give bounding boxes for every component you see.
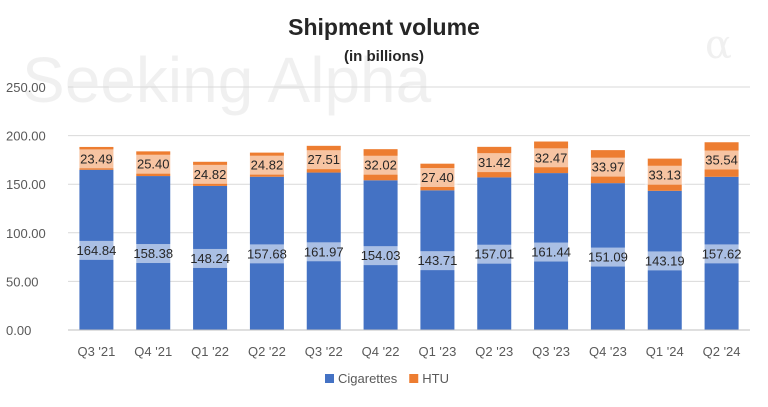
- data-label-bg: [585, 247, 630, 267]
- x-tick-label: Q3 '23: [532, 344, 570, 359]
- chart-title: Shipment volume: [288, 14, 480, 40]
- data-label-bg: [131, 244, 176, 264]
- x-tick-label: Q2 '23: [475, 344, 513, 359]
- data-label-bg: [74, 240, 119, 260]
- x-tick-label: Q3 '22: [305, 344, 343, 359]
- data-label: 143.71: [418, 253, 458, 268]
- x-tick-label: Q1 '22: [191, 344, 229, 359]
- data-label-bg: [699, 244, 744, 264]
- y-tick-label: 100.00: [6, 226, 46, 241]
- data-label: 32.47: [535, 150, 568, 165]
- data-label-bg: [415, 251, 460, 271]
- data-label-bg: [360, 155, 401, 175]
- data-label: 32.02: [364, 158, 397, 173]
- x-tick-label: Q1 '24: [646, 344, 684, 359]
- x-tick-label: Q3 '21: [77, 344, 115, 359]
- data-label-bg: [531, 148, 572, 168]
- data-label: 23.49: [80, 151, 113, 166]
- data-label-bg: [188, 248, 233, 268]
- data-label-bg: [701, 150, 742, 170]
- data-label-bg: [474, 153, 515, 173]
- data-label: 33.97: [592, 160, 625, 175]
- legend-label: Cigarettes: [338, 371, 398, 386]
- data-label-bg: [246, 155, 287, 175]
- data-label-bg: [133, 154, 174, 174]
- data-label: 33.13: [648, 168, 681, 183]
- x-tick-label: Q2 '24: [703, 344, 741, 359]
- x-tick-label: Q4 '21: [134, 344, 172, 359]
- legend: Cigarettes HTU: [325, 371, 449, 386]
- data-label-bg: [587, 157, 628, 177]
- data-label: 157.62: [702, 246, 742, 261]
- data-label-bg: [76, 149, 117, 169]
- data-label: 143.19: [645, 253, 685, 268]
- data-label: 35.54: [705, 153, 738, 168]
- data-label-bg: [303, 150, 344, 170]
- data-label: 158.38: [133, 246, 173, 261]
- data-label: 24.82: [251, 158, 284, 173]
- data-label: 27.51: [307, 152, 340, 167]
- y-tick-label: 250.00: [6, 80, 46, 95]
- data-label-bg: [190, 164, 231, 184]
- chart-subtitle: (in billions): [344, 48, 424, 65]
- y-tick-label: 200.00: [6, 129, 46, 144]
- data-label: 157.01: [474, 247, 514, 262]
- watermark-glyph: α: [705, 22, 732, 68]
- x-tick-label: Q4 '22: [362, 344, 400, 359]
- data-label-bg: [644, 165, 685, 185]
- y-tick-label: 50.00: [6, 274, 39, 289]
- data-label: 154.03: [361, 248, 401, 263]
- watermark-text: Seeking Alpha: [22, 44, 432, 116]
- x-tick-label: Q2 '22: [248, 344, 286, 359]
- x-tick-label: Q1 '23: [418, 344, 456, 359]
- data-label-bg: [301, 242, 346, 262]
- data-label-bg: [472, 244, 517, 264]
- legend-label: HTU: [422, 371, 449, 386]
- x-tick-label: Q4 '23: [589, 344, 627, 359]
- data-label-bg: [358, 246, 403, 266]
- data-label-bg: [244, 244, 289, 264]
- data-label-bg: [642, 251, 687, 271]
- data-label: 161.44: [531, 245, 571, 260]
- data-label: 31.42: [478, 155, 511, 170]
- data-label: 24.82: [194, 167, 227, 182]
- y-tick-label: 150.00: [6, 177, 46, 192]
- legend-swatch: [409, 374, 419, 383]
- y-tick-label: 0.00: [6, 323, 31, 338]
- legend-swatch: [325, 374, 334, 383]
- data-label: 27.40: [421, 170, 454, 185]
- data-label: 161.97: [304, 244, 344, 259]
- data-label: 148.24: [190, 251, 230, 266]
- data-label-bg: [417, 167, 458, 187]
- data-label: 157.68: [247, 246, 287, 261]
- data-label: 151.09: [588, 250, 628, 265]
- data-label: 164.84: [77, 243, 117, 258]
- data-label: 25.40: [137, 157, 170, 172]
- data-label-bg: [529, 242, 574, 262]
